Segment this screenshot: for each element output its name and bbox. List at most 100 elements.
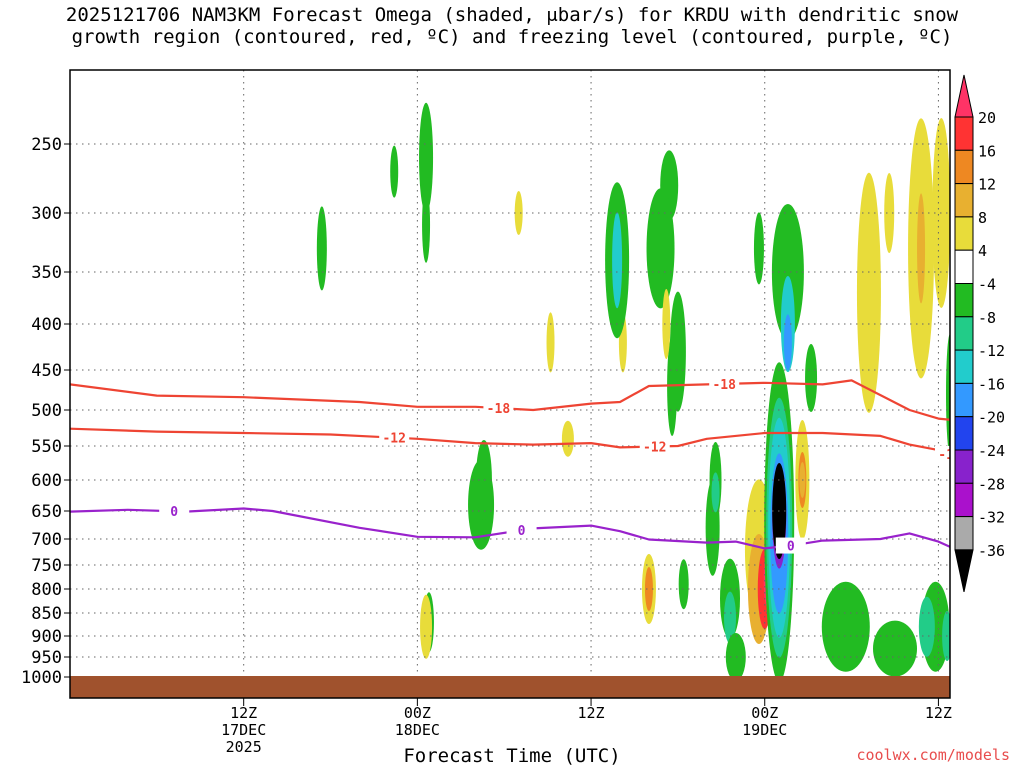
colorbar-label: -16 <box>978 375 1005 393</box>
omega-shade-cell <box>873 620 917 677</box>
omega-shade-cell <box>884 173 895 253</box>
colorbar-swatch <box>954 249 974 284</box>
x-axis-title: Forecast Time (UTC) <box>403 745 621 767</box>
colorbar-label: 12 <box>978 176 996 194</box>
contour-label: 0 <box>170 505 178 520</box>
contour-label-bg <box>506 522 537 539</box>
x-tick-label: 17DEC <box>221 721 266 739</box>
ground-surface <box>70 676 950 698</box>
omega-shade-cell <box>918 596 935 657</box>
omega-shade-cell <box>805 344 818 412</box>
y-tick-label: 950 <box>31 648 62 668</box>
omega-shade-cell <box>711 472 720 513</box>
y-tick-label: 850 <box>31 604 62 624</box>
contour-label-bg <box>775 537 806 554</box>
colorbar-swatch <box>954 149 974 185</box>
colorbar-swatch <box>954 416 974 451</box>
chart-title-line2: growth region (contoured, red, ºC) and f… <box>71 26 953 48</box>
omega-shade-cell <box>419 102 434 213</box>
colorbar-label: 16 <box>978 142 996 160</box>
y-tick-label: 500 <box>31 401 62 421</box>
omega-shade-cell <box>316 206 327 291</box>
contour-label: -12 <box>643 441 666 456</box>
contour-label: -12 <box>382 432 405 447</box>
x-tick-label: 00Z <box>751 704 778 722</box>
omega-shade-cell <box>662 289 671 359</box>
contour-label: -18 <box>487 402 511 417</box>
omega-shade-cell <box>725 633 746 681</box>
colorbar-label: 4 <box>978 242 987 260</box>
omega-shade-cell <box>646 188 675 309</box>
contour-label: 0 <box>787 540 795 555</box>
y-tick-label: 300 <box>31 204 62 224</box>
omega-shade-cell <box>561 420 574 457</box>
omega-shading-layer <box>316 102 950 683</box>
contour-label-bg <box>639 438 670 455</box>
y-axis: 250 300 350 400 450 500 550 600 650 700 750 800 850 9… <box>21 135 70 688</box>
contour-label-bg <box>709 375 740 392</box>
chart-title: 2025121706 NAM3KM Forecast Omega (shaded… <box>0 4 1024 48</box>
omega-shade-cell <box>678 559 689 610</box>
contour-label-bg <box>159 503 190 520</box>
colorbar-swatch <box>954 382 974 418</box>
omega-shade-cell <box>771 204 804 340</box>
y-tick-label: 400 <box>31 315 62 335</box>
y-tick-label: 800 <box>31 580 62 600</box>
x-tick-label: 00Z <box>404 704 431 722</box>
contour-label-bg <box>379 429 410 446</box>
contour-label: -18 <box>712 378 736 393</box>
x-tick-label: 12Z <box>578 704 605 722</box>
x-tick-label: 19DEC <box>742 721 787 739</box>
colorbar-label: -36 <box>978 542 1005 560</box>
y-tick-label: 350 <box>31 263 62 283</box>
colorbar-swatch <box>954 516 974 551</box>
omega-shade-cell <box>856 172 881 413</box>
colorbar-swatch <box>954 216 974 251</box>
colorbar-bottom-arrow <box>954 549 974 593</box>
x-tick-label: 2025 <box>226 738 262 756</box>
y-tick-label: 550 <box>31 437 62 457</box>
omega-shade-cell <box>612 212 623 309</box>
y-tick-label: 900 <box>31 627 62 647</box>
colorbar-label: -28 <box>978 475 1005 493</box>
y-tick-label: 750 <box>31 556 62 576</box>
y-tick-label: 1000 <box>21 668 62 688</box>
y-tick-label: 700 <box>31 530 62 550</box>
y-tick-label: 600 <box>31 471 62 491</box>
x-tick-label: 12Z <box>925 704 952 722</box>
contour-label: 0 <box>518 524 526 539</box>
y-tick-label: 450 <box>31 361 62 381</box>
x-tick-label: 18DEC <box>395 721 440 739</box>
omega-shade-cell <box>917 193 926 304</box>
omega-shade-cell <box>420 594 433 659</box>
colorbar-label: -4 <box>978 276 996 294</box>
contour-line <box>70 507 950 550</box>
colorbar-label: -32 <box>978 509 1005 527</box>
contour-layer: -18 -18 -12 -12 -12 0 0 0 <box>70 375 961 555</box>
omega-shade-cell <box>724 591 736 644</box>
colorbar-label: -8 <box>978 309 996 327</box>
colorbar-top-arrow <box>954 74 974 118</box>
colorbar-swatch <box>954 449 974 484</box>
omega-shade-cell <box>783 314 792 371</box>
colorbar-label: -20 <box>978 409 1005 427</box>
grid-layer <box>70 70 950 676</box>
colorbar-swatch <box>954 183 974 218</box>
colorbar-label: -24 <box>978 442 1005 460</box>
colorbar-label: -12 <box>978 342 1005 360</box>
omega-shade-cell <box>422 186 431 263</box>
contour-label-bg <box>483 400 514 417</box>
contour-label: -12 <box>938 448 961 463</box>
colorbar-label: 20 <box>978 109 996 127</box>
watermark: coolwx.com/models <box>856 746 1010 764</box>
colorbar: 20 16 12 8 4 -4 -8 -12 -16 -20 -24 -28 -32 -36 <box>954 74 1005 593</box>
contour-label-bg <box>935 445 950 462</box>
omega-shade-cell <box>390 145 399 198</box>
colorbar-label: 8 <box>978 209 987 227</box>
omega-shade-cell <box>475 440 492 520</box>
omega-shade-cell <box>821 581 870 672</box>
omega-shade-cell <box>753 212 764 285</box>
colorbar-swatch <box>954 116 974 151</box>
colorbar-swatch <box>954 316 974 351</box>
